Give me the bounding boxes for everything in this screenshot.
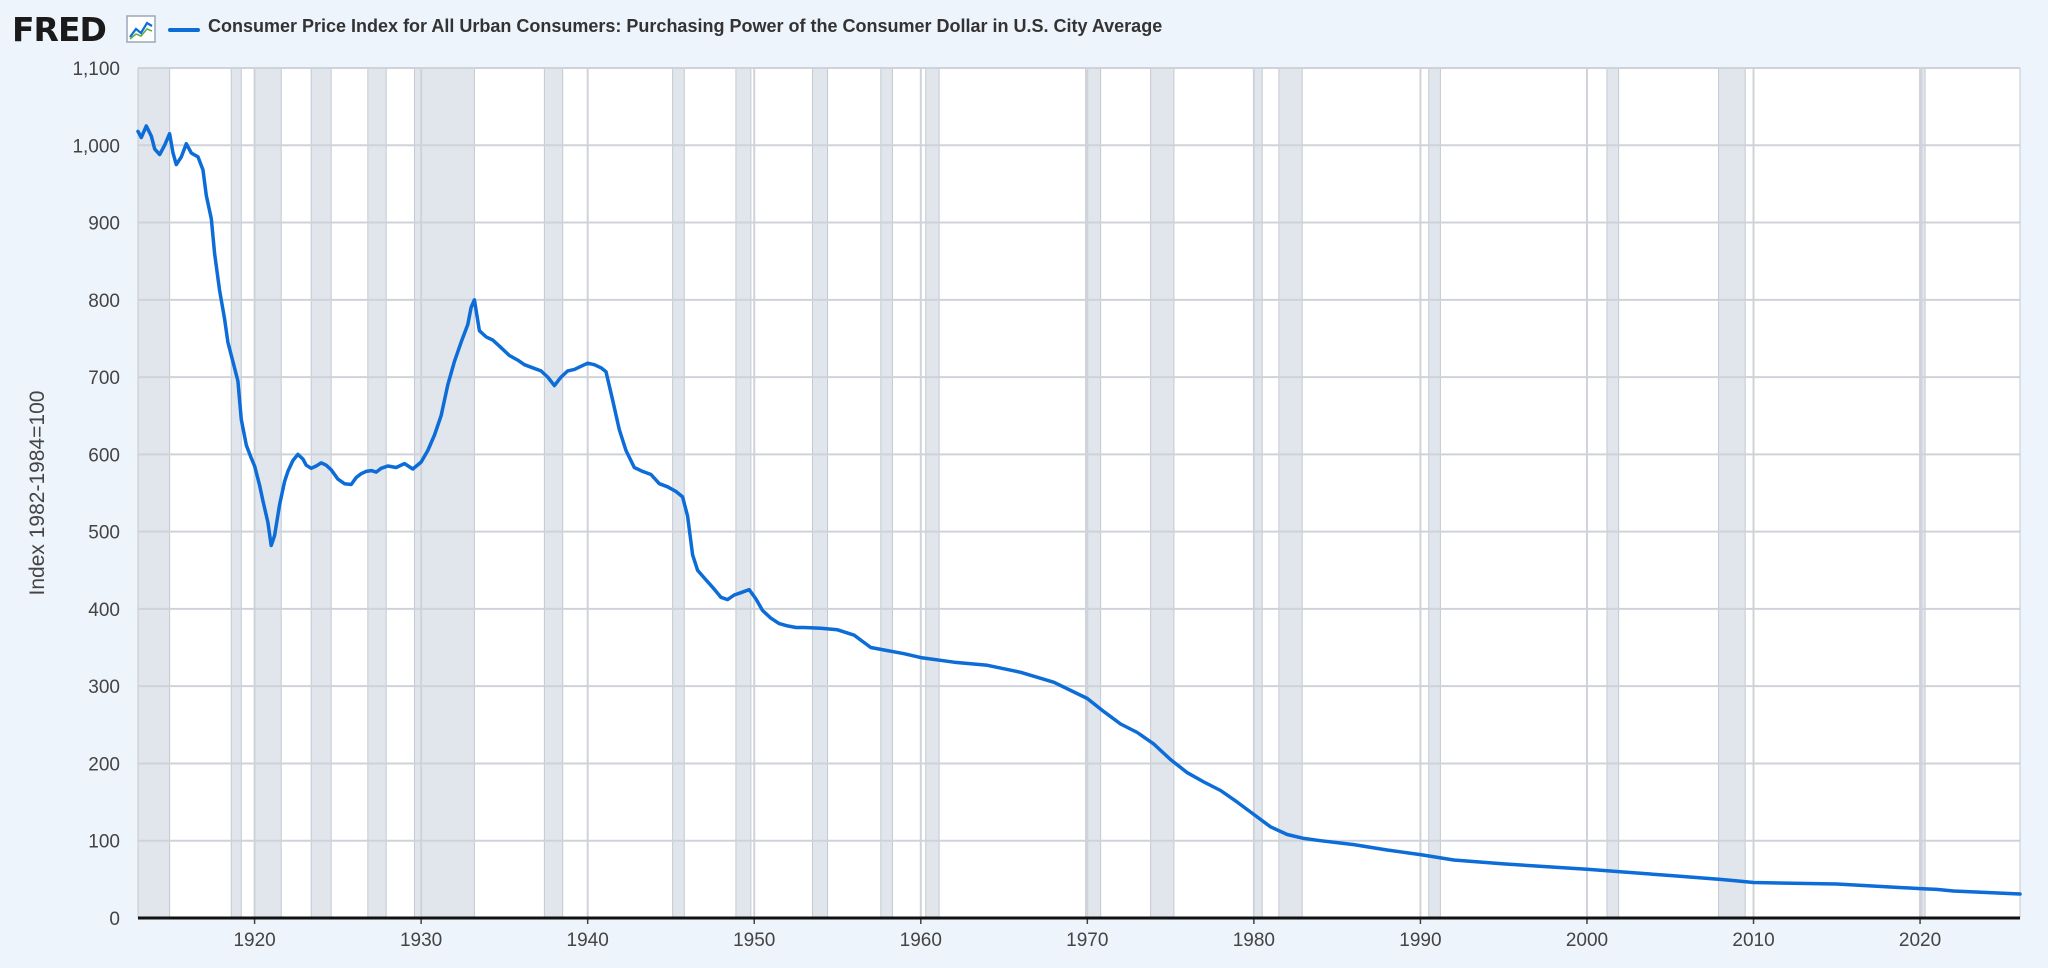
series-layer	[136, 124, 2022, 896]
y-tick-label: 100	[88, 832, 120, 853]
recession-band	[812, 68, 828, 918]
recession-band	[925, 68, 940, 918]
x-tick-label: 1980	[1233, 930, 1275, 951]
axes: 0 100 200 300 400 500 600 700 800 900 1,000 1,100 19…	[72, 59, 2020, 951]
recession-band	[544, 68, 563, 918]
grid-lines	[137, 67, 2021, 918]
recession-band	[231, 68, 242, 918]
line-chart-icon	[126, 15, 156, 43]
recession-band	[138, 68, 170, 918]
fred-logo[interactable]: FRED	[12, 10, 107, 49]
y-tick-label: 1,100	[72, 59, 120, 80]
y-tick-label: 800	[88, 291, 120, 312]
y-tick-label: 600	[88, 445, 120, 466]
recession-band	[254, 68, 282, 918]
x-tick-label: 2020	[1899, 930, 1941, 951]
x-tick-label: 1920	[233, 930, 275, 951]
series-line	[136, 124, 2022, 896]
x-tick-label: 1940	[567, 930, 609, 951]
recession-band	[311, 68, 332, 918]
y-tick-label: 400	[88, 600, 120, 621]
x-tick-label: 2000	[1566, 930, 1608, 951]
legend-swatch	[168, 28, 200, 32]
chart-header: FRED Consumer Price Index for All Urban …	[0, 0, 2048, 58]
y-tick-label: 900	[88, 214, 120, 235]
series-title[interactable]: Consumer Price Index for All Urban Consu…	[208, 16, 1163, 36]
recession-band	[1428, 68, 1441, 918]
recession-band	[1718, 68, 1746, 918]
recession-band	[414, 68, 475, 918]
x-tick-label: 2010	[1732, 930, 1774, 951]
y-tick-label: 0	[109, 909, 120, 930]
x-tick-label: 1930	[400, 930, 442, 951]
x-tick-label: 1970	[1066, 930, 1108, 951]
recession-bands	[137, 68, 1926, 918]
x-tick-label: 1960	[900, 930, 942, 951]
x-tick-label: 1990	[1399, 930, 1441, 951]
y-tick-label: 300	[88, 677, 120, 698]
recession-band	[735, 68, 751, 918]
recession-band	[1150, 68, 1174, 918]
recession-band	[1278, 68, 1303, 918]
recession-band	[880, 68, 893, 918]
y-tick-label: 700	[88, 368, 120, 389]
y-tick-label: 200	[88, 754, 120, 775]
recession-band	[1921, 68, 1926, 918]
x-tick-label: 1950	[733, 930, 775, 951]
recession-band	[1606, 68, 1619, 918]
y-tick-label: 500	[88, 523, 120, 544]
y-axis-label: Index 1982-1984=100	[26, 391, 49, 596]
y-tick-label: 1,000	[72, 136, 120, 157]
recession-band	[1253, 68, 1263, 918]
recession-band	[367, 68, 387, 918]
